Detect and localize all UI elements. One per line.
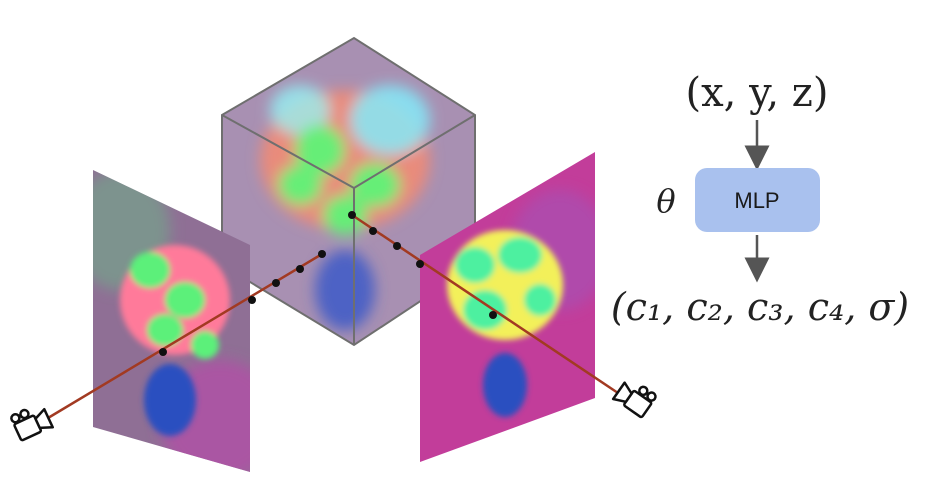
input-coordinates-label: (x, y, z) (686, 70, 829, 116)
left-sample-point (272, 279, 280, 287)
left-sample-point (248, 296, 256, 304)
right-sample-point (369, 227, 377, 235)
left-flower-render (93, 170, 250, 472)
mlp-flow: (x, y, z) MLP θ (c₁, c₂, c₃, c₄, σ) (611, 70, 909, 329)
camera-icon (10, 407, 54, 442)
right-sample-point (348, 211, 356, 219)
right-image-plane (420, 152, 595, 462)
right-ray-pixel-point (489, 311, 497, 319)
left-sample-point (318, 250, 326, 258)
output-values-label: (c₁, c₂, c₃, c₄, σ) (611, 285, 909, 329)
sample-points (159, 211, 497, 356)
cube-flower-render (260, 85, 430, 330)
mlp-label: MLP (734, 188, 779, 213)
left-image-plane (93, 170, 250, 472)
theta-label: θ (656, 182, 675, 220)
right-sample-point (393, 242, 401, 250)
right-sample-point (416, 260, 424, 268)
left-ray-pixel-point (159, 348, 167, 356)
left-sample-point (296, 265, 304, 273)
camera-icon (611, 381, 657, 419)
scene-volume-cube (221, 36, 476, 347)
right-flower-render (447, 190, 595, 417)
mlp-box (695, 168, 820, 232)
